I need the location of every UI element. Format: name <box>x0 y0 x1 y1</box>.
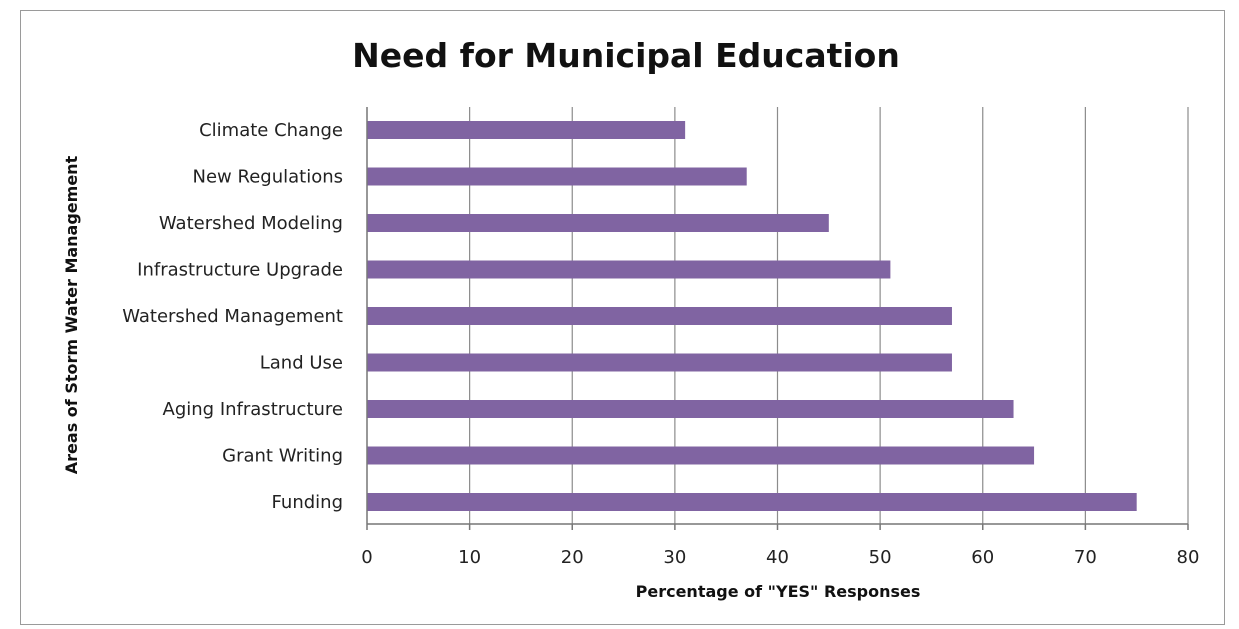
bar <box>367 167 747 186</box>
x-tick-label: 50 <box>869 547 892 568</box>
x-tick-label: 20 <box>561 547 584 568</box>
bar <box>367 446 1035 465</box>
x-tick-label: 0 <box>361 547 372 568</box>
x-tick-label: 30 <box>663 547 686 568</box>
x-axis-title: Percentage of "YES" Responses <box>636 582 921 601</box>
chart-title: Need for Municipal Education <box>352 36 900 75</box>
category-labels: Climate Change New Regulations Watershed M… <box>122 120 343 513</box>
category-label: Infrastructure Upgrade <box>137 260 343 281</box>
category-label: Watershed Modeling <box>159 213 343 234</box>
x-tick-label: 70 <box>1074 547 1097 568</box>
category-label: Watershed Management <box>122 306 343 327</box>
bars <box>367 121 1137 511</box>
x-tick-labels: 0 10 20 30 40 50 60 70 80 <box>361 547 1199 568</box>
bar <box>367 214 829 232</box>
bar <box>367 260 891 279</box>
category-label: Aging Infrastructure <box>163 399 343 420</box>
bar <box>367 493 1137 511</box>
category-label: New Regulations <box>193 167 343 188</box>
category-label: Land Use <box>260 353 343 374</box>
bar <box>367 121 686 139</box>
bar <box>367 400 1014 418</box>
category-label: Funding <box>272 492 343 513</box>
category-label: Climate Change <box>199 120 343 141</box>
x-tick-label: 60 <box>971 547 994 568</box>
x-tick-label: 80 <box>1177 547 1200 568</box>
x-tick-label: 10 <box>458 547 481 568</box>
y-axis-title: Areas of Storm Water Management <box>62 155 81 474</box>
category-label: Grant Writing <box>222 446 343 467</box>
bar <box>367 307 952 325</box>
bar <box>367 353 952 372</box>
x-tick-label: 40 <box>766 547 789 568</box>
axes <box>366 107 1189 530</box>
